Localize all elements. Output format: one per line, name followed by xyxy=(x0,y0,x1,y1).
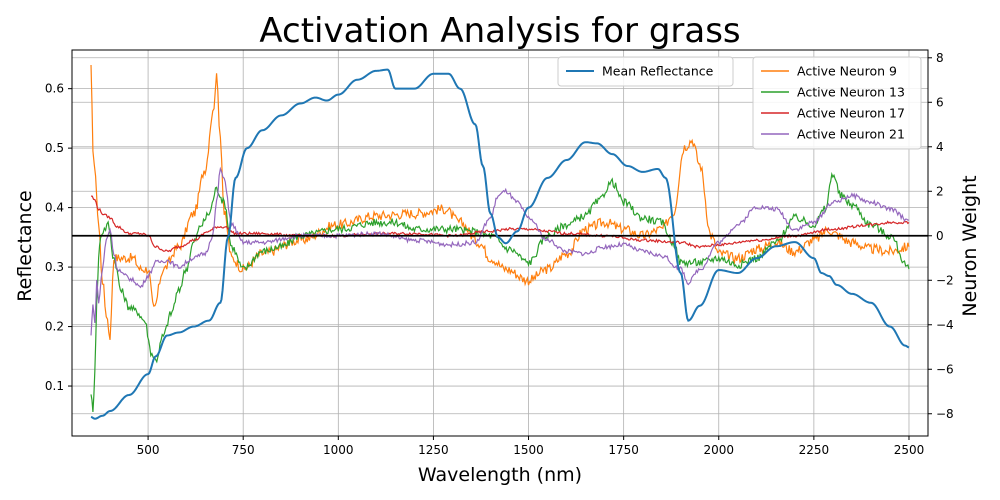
x-axis-label: Wavelength (nm) xyxy=(418,464,582,486)
y-axis-left-label: Reflectance xyxy=(14,190,36,301)
axes-frame xyxy=(71,49,929,437)
chart-title: Activation Analysis for grass xyxy=(259,11,740,51)
y-left-tick-label: 0.5 xyxy=(45,141,64,155)
legend-entry-label: Active Neuron 13 xyxy=(797,85,905,100)
y-left-tick-label: 0.6 xyxy=(45,82,64,96)
plot-area xyxy=(72,64,928,420)
legend-entry-label: Active Neuron 21 xyxy=(797,127,905,142)
legend-left-frame xyxy=(557,56,734,87)
y-left-tick-label: 0.1 xyxy=(45,379,64,393)
axes: 500 750 1000 1250 1500 1750 2000 2250 2500 0.1 0.2… xyxy=(45,49,954,457)
series-line-neuron-2 xyxy=(90,171,910,412)
y-axis-right-label: Neuron Weight xyxy=(959,175,981,316)
y-right-tick-label: −8 xyxy=(936,407,954,421)
y-left-tick-label: 0.4 xyxy=(45,201,64,215)
y-left-tick-label: 0.2 xyxy=(45,320,64,334)
x-tick-label: 750 xyxy=(232,443,255,457)
series-line-neuron-3 xyxy=(90,195,910,253)
legend-entry-label: Mean Reflectance xyxy=(602,64,714,79)
series-line-mean-reflectance xyxy=(90,68,910,420)
y-right-tick-label: −2 xyxy=(936,273,954,287)
y-right-tick-label: 8 xyxy=(936,51,944,65)
series-line-neuron-4 xyxy=(90,166,910,336)
legend-entry-label: Active Neuron 17 xyxy=(797,106,905,121)
y-right-tick-label: 2 xyxy=(936,184,944,198)
x-tick-label: 1500 xyxy=(513,443,544,457)
x-tick-label: 2000 xyxy=(703,443,734,457)
x-tick-label: 1000 xyxy=(323,443,354,457)
y-right-tick-label: 0 xyxy=(936,229,944,243)
x-tick-label: 2250 xyxy=(799,443,830,457)
x-tick-label: 1750 xyxy=(608,443,639,457)
legend-left: Mean Reflectance xyxy=(557,56,734,87)
x-tick-label: 500 xyxy=(137,443,160,457)
y-right-tick-label: 6 xyxy=(936,95,944,109)
legend-right: Active Neuron 9 Active Neuron 13 Active Ne… xyxy=(752,56,922,150)
legend-entry-label: Active Neuron 9 xyxy=(797,64,897,79)
x-tick-label: 1250 xyxy=(418,443,449,457)
legend-right-frame xyxy=(752,56,922,150)
y-left-tick-label: 0.3 xyxy=(45,260,64,274)
y-right-tick-label: 4 xyxy=(936,140,944,154)
y-right-tick-label: −4 xyxy=(936,318,954,332)
y-right-tick-label: −6 xyxy=(936,362,954,376)
x-tick-label: 2500 xyxy=(894,443,925,457)
